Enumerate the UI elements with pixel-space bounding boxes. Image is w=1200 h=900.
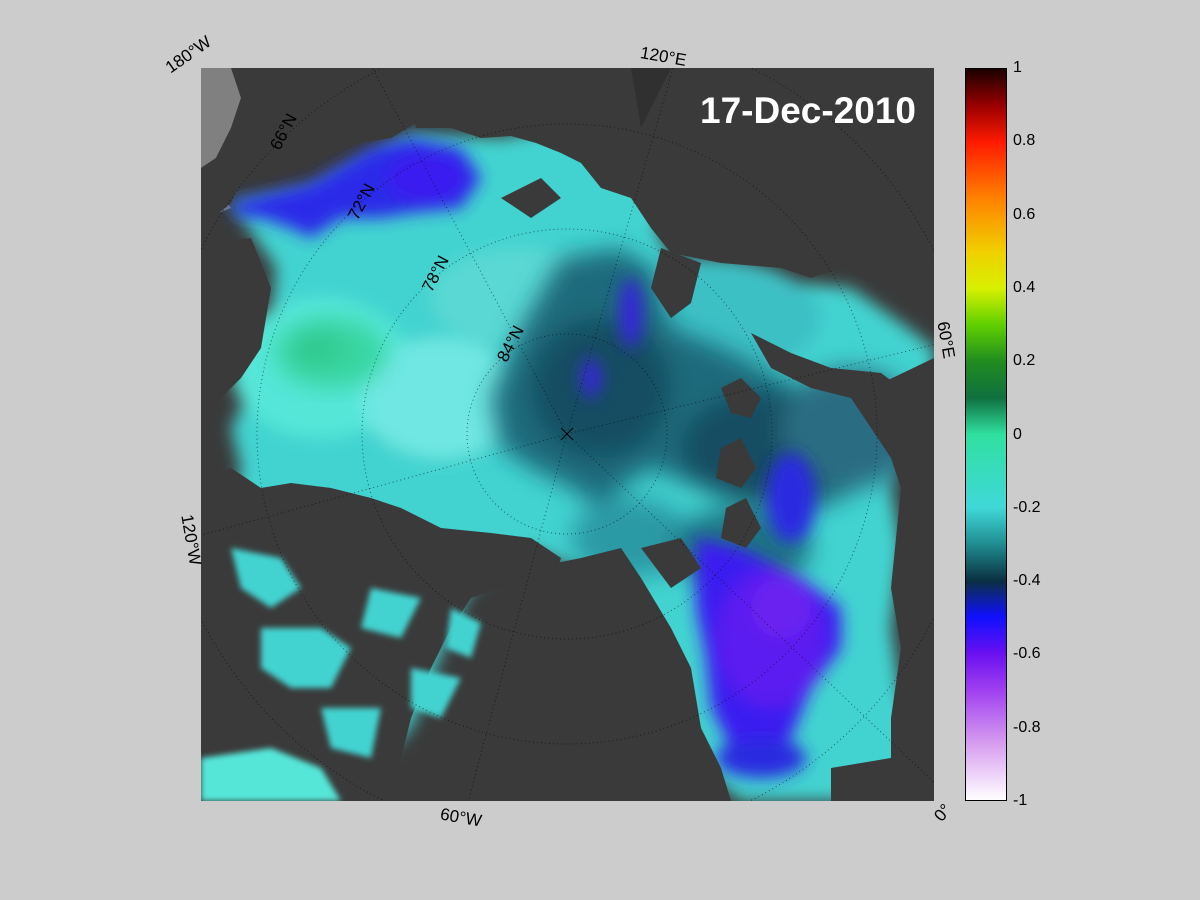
graticule xyxy=(201,68,934,801)
date-label: 17-Dec-2010 xyxy=(700,90,916,131)
colorbar-tick-label: -0.6 xyxy=(1013,645,1041,663)
colorbar-tick-label: -1 xyxy=(1013,792,1028,809)
colorbar-tick-label: 0.6 xyxy=(1013,205,1036,223)
lon-label-60w: 60°W xyxy=(438,804,484,831)
archipelago-channels xyxy=(201,548,481,801)
colorbar-tick-label: -0.2 xyxy=(1013,498,1041,516)
colorbar-tick-label: 0.8 xyxy=(1013,132,1036,150)
colorbar-tick-label: -0.4 xyxy=(1013,572,1041,590)
lon-label-120e: 120°E xyxy=(638,43,688,70)
colorbar-tick-label: 0.4 xyxy=(1013,278,1036,296)
land-canada-greenland xyxy=(201,358,934,801)
colorbar-tick-label: 0.2 xyxy=(1013,352,1036,370)
lon-label-60e: 60°E xyxy=(933,320,959,360)
lon-label-0: 0° xyxy=(930,800,956,826)
near-zero-region xyxy=(276,318,386,388)
colorbar xyxy=(965,68,1007,801)
colorbar-tick-label: 0 xyxy=(1013,425,1022,443)
strong-negative-regions xyxy=(231,138,841,778)
land-siberia xyxy=(401,68,934,403)
land-alaska xyxy=(201,68,416,408)
map-canvas xyxy=(201,68,934,801)
sea-ice-map: 17-Dec-2010 xyxy=(201,68,934,801)
colorbar-tick-label: 1 xyxy=(1013,59,1022,76)
colorbar-tick-label: -0.8 xyxy=(1013,718,1041,736)
north-pole-marker xyxy=(560,427,574,441)
